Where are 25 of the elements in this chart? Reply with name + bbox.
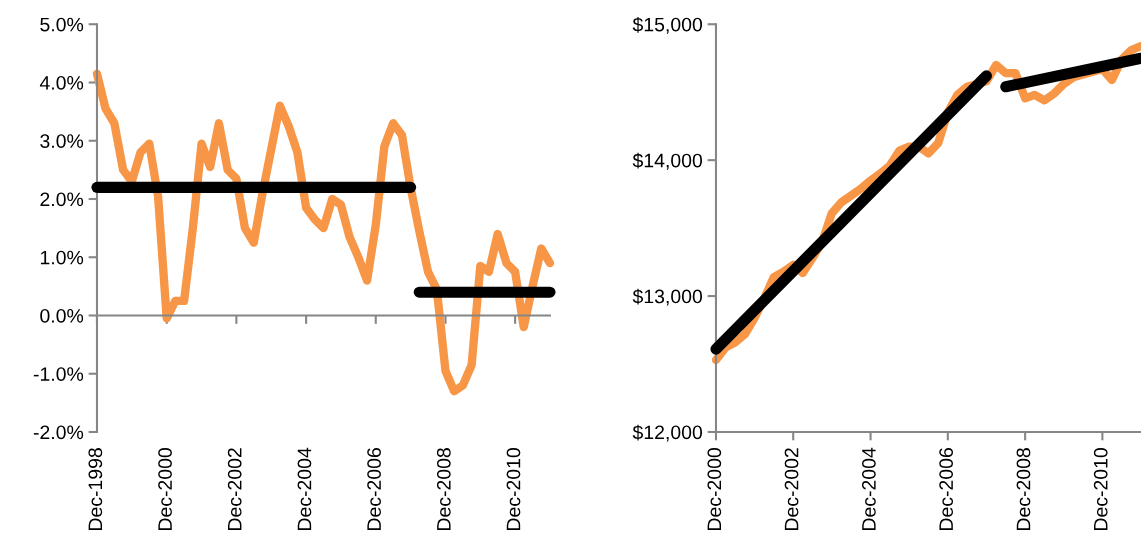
y-tick-label: 0.0% (40, 308, 84, 323)
x-tick-label: Dec-1998 (88, 448, 103, 530)
y-tick-label: -1.0% (33, 367, 84, 381)
y-tick-label: 1.0% (40, 250, 84, 265)
x-tick-label: Dec-2000 (158, 448, 172, 530)
y-tick-label: 4.0% (39, 75, 84, 90)
y-tick-label: $15,000 (632, 16, 703, 34)
y-tick-label: 3.0% (40, 134, 84, 148)
x-tick-label: Dec-2002 (227, 448, 242, 530)
x-tick-label: Dec-2006 (939, 448, 954, 530)
x-tick-label: Dec-2002 (784, 448, 799, 530)
x-tick-label: Dec-2004 (297, 447, 312, 530)
x-tick-label: Dec-2008 (436, 448, 451, 530)
y-tick-label: 2.0% (40, 192, 84, 207)
y-tick-label: $13,000 (632, 288, 703, 306)
y-tick-label: -2.0% (33, 425, 84, 440)
x-tick-label: Dec-2008 (1016, 448, 1031, 530)
x-tick-label: Dec-2004 (862, 447, 876, 530)
x-tick-label: Dec-2006 (367, 448, 381, 530)
y-tick-label: $14,000 (632, 152, 703, 170)
x-tick-label: Dec-2000 (707, 448, 722, 530)
y-tick-label: $12,000 (632, 424, 703, 442)
x-tick-label: Dec-2010 (506, 448, 521, 530)
x-tick-label: Dec-2010 (1093, 448, 1108, 530)
y-tick-label: 5.0% (40, 17, 84, 32)
